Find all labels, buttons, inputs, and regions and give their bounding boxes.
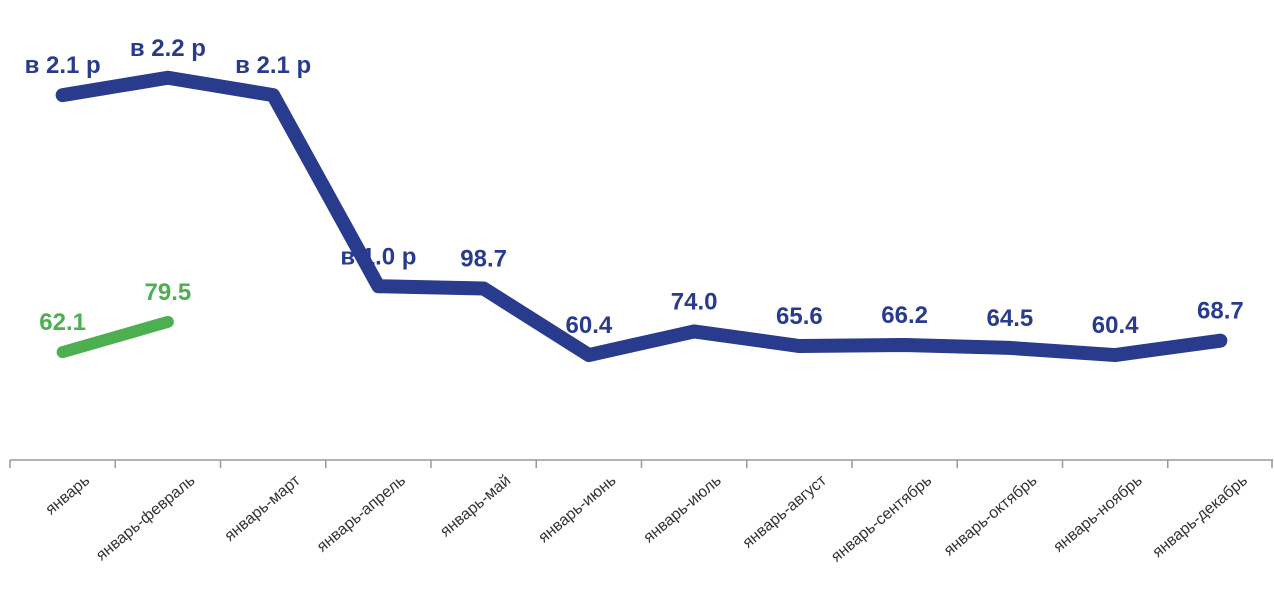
data-label: 79.5 <box>145 279 192 306</box>
x-tick-label: январь-ноябрь <box>1050 472 1145 556</box>
data-label: в 2.1 р <box>25 52 101 79</box>
x-tick-label: январь-октябрь <box>941 472 1041 559</box>
data-label: в 2.1 р <box>235 52 311 79</box>
line-series <box>56 315 174 359</box>
data-label: 62.1 <box>39 309 86 336</box>
x-tick-label: январь-май <box>437 472 514 540</box>
line-series <box>55 70 1228 363</box>
x-tick-label: январь-август <box>740 472 831 552</box>
x-tick-label: январь-декабрь <box>1149 472 1250 561</box>
data-label: 68.7 <box>1197 298 1244 325</box>
x-tick-label: январь-июнь <box>535 472 619 546</box>
x-tick-label: январь-апрель <box>314 472 409 556</box>
data-label: 74.0 <box>671 288 718 315</box>
data-label: в 2.2 р <box>130 35 206 62</box>
data-label: 66.2 <box>881 302 928 329</box>
data-label: 98.7 <box>460 246 507 273</box>
x-tick-label: январь-февраль <box>93 472 198 564</box>
x-tick-label: январь <box>42 472 93 518</box>
data-label: 64.5 <box>987 305 1034 332</box>
x-tick-label: январь-март <box>221 472 304 545</box>
x-tick-label: январь-июль <box>641 472 725 546</box>
data-label: 60.4 <box>566 312 613 339</box>
x-tick-label: январь-сентябрь <box>828 472 935 566</box>
data-label: 65.6 <box>776 303 823 330</box>
data-label: в 1.0 р <box>340 243 416 270</box>
data-label: 60.4 <box>1092 312 1139 339</box>
